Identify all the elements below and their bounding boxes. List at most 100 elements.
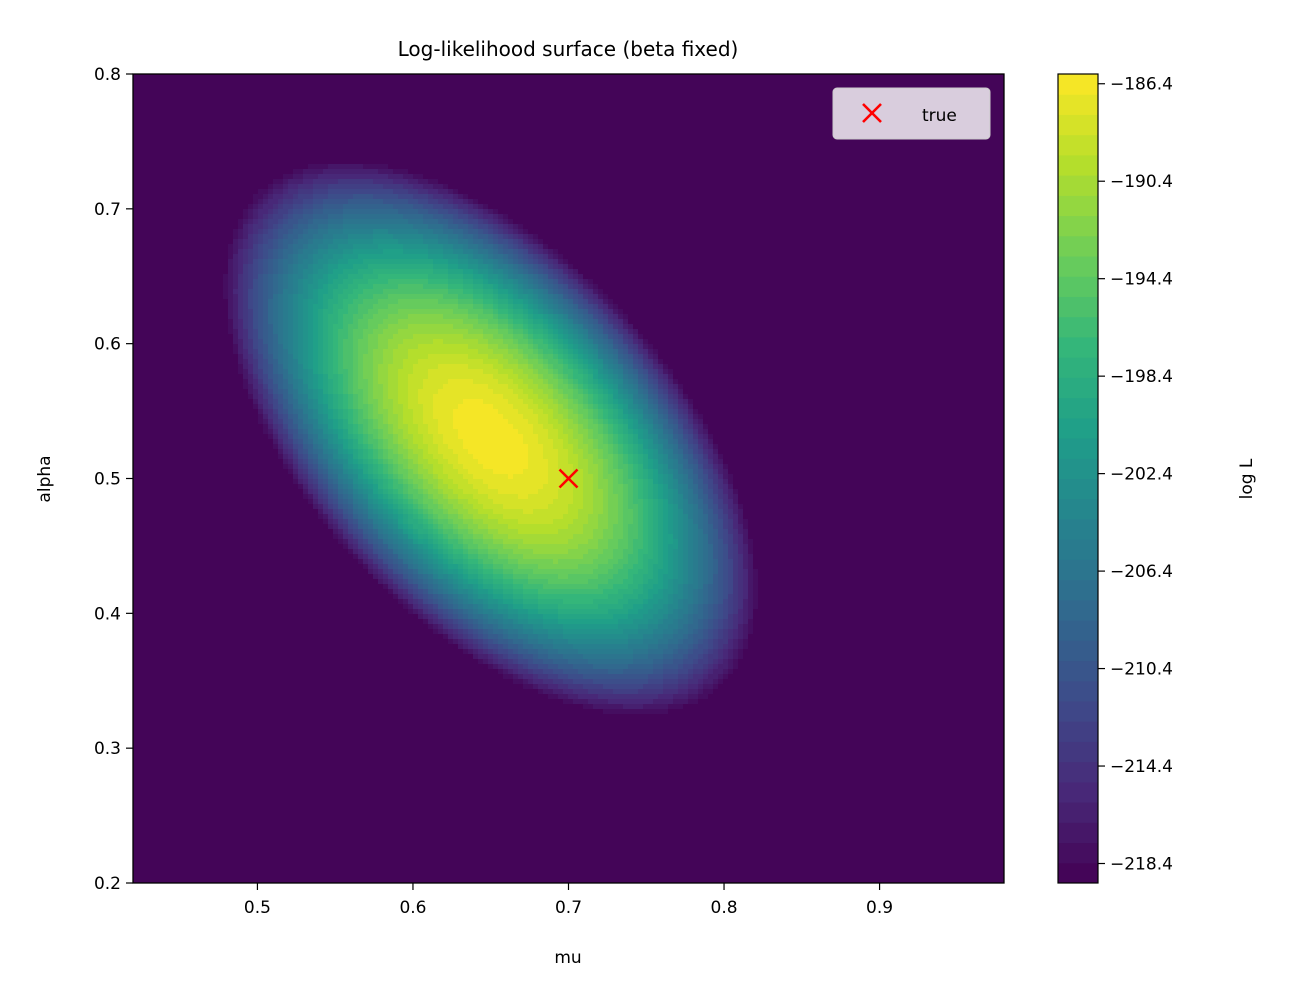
contour-cell: [463, 89, 469, 95]
contour-cell: [318, 94, 324, 100]
contour-cell: [213, 174, 219, 180]
contour-cell: [663, 184, 669, 190]
contour-cell: [263, 129, 269, 135]
contour-cell: [163, 184, 169, 190]
contour-cell: [523, 189, 529, 195]
contour-cell: [188, 99, 194, 105]
contour-cell: [508, 149, 514, 155]
contour-cell: [188, 114, 194, 120]
contour-cell: [288, 159, 294, 165]
contour-cell: [443, 79, 449, 85]
contour-cell: [528, 174, 534, 180]
contour-cell: [893, 189, 899, 195]
contour-cell: [808, 169, 814, 175]
contour-cell: [348, 164, 354, 170]
contour-cell: [658, 174, 664, 180]
contour-cell: [498, 99, 504, 105]
contour-cell: [618, 129, 624, 135]
contour-cell: [338, 209, 344, 215]
contour-cell: [158, 114, 164, 120]
contour-cell: [778, 144, 784, 150]
contour-cell: [728, 139, 734, 145]
contour-cell: [238, 174, 244, 180]
contour-cell: [233, 139, 239, 145]
contour-cell: [713, 184, 719, 190]
contour-cell: [723, 134, 729, 140]
contour-cell: [243, 104, 249, 110]
contour-cell: [173, 104, 179, 110]
contour-cell: [578, 184, 584, 190]
contour-cell: [198, 89, 204, 95]
contour-cell: [318, 164, 324, 170]
contour-cell: [218, 104, 224, 110]
contour-cell: [208, 154, 214, 160]
contour-cell: [533, 194, 539, 200]
contour-cell: [413, 124, 419, 130]
contour-cell: [793, 174, 799, 180]
contour-cell: [143, 164, 149, 170]
contour-cell: [708, 204, 714, 210]
contour-cell: [703, 104, 709, 110]
contour-cell: [643, 144, 649, 150]
contour-cell: [378, 204, 384, 210]
contour-cell: [233, 194, 239, 200]
contour-cell: [668, 99, 674, 105]
contour-cell: [153, 74, 159, 80]
contour-cell: [403, 169, 409, 175]
contour-cell: [918, 79, 924, 85]
contour-cell: [678, 144, 684, 150]
contour-cell: [538, 134, 544, 140]
contour-cell: [838, 79, 844, 85]
contour-cell: [398, 199, 404, 205]
contour-cell: [313, 204, 319, 210]
contour-cell: [248, 184, 254, 190]
contour-cell: [473, 154, 479, 160]
contour-cell: [353, 149, 359, 155]
contour-cell: [958, 204, 964, 210]
contour-cell: [588, 214, 594, 220]
contour-cell: [838, 164, 844, 170]
contour-cell: [923, 149, 929, 155]
contour-cell: [308, 159, 314, 165]
contour-cell: [488, 214, 494, 220]
contour-cell: [163, 174, 169, 180]
contour-cell: [168, 149, 174, 155]
contour-cell: [678, 154, 684, 160]
contour-cell: [418, 79, 424, 85]
contour-cell: [383, 214, 389, 220]
contour-cell: [813, 189, 819, 195]
contour-cell: [663, 84, 669, 90]
contour-cell: [703, 184, 709, 190]
contour-cell: [953, 189, 959, 195]
contour-cell: [213, 189, 219, 195]
contour-cell: [153, 114, 159, 120]
contour-cell: [253, 129, 259, 135]
contour-cell: [263, 99, 269, 105]
contour-cell: [468, 164, 474, 170]
contour-cell: [938, 164, 944, 170]
contour-cell: [758, 159, 764, 165]
contour-cell: [858, 179, 864, 185]
contour-cell: [693, 119, 699, 125]
contour-cell: [893, 159, 899, 165]
contour-cell: [573, 79, 579, 85]
contour-cell: [783, 194, 789, 200]
contour-cell: [398, 89, 404, 95]
contour-cell: [598, 94, 604, 100]
contour-cell: [638, 174, 644, 180]
contour-cell: [658, 189, 664, 195]
contour-cell: [208, 84, 214, 90]
contour-cell: [528, 214, 534, 220]
contour-cell: [513, 104, 519, 110]
contour-cell: [933, 204, 939, 210]
contour-cell: [413, 139, 419, 145]
contour-cell: [138, 159, 144, 165]
contour-cell: [553, 199, 559, 205]
contour-cell: [478, 154, 484, 160]
contour-cell: [348, 79, 354, 85]
contour-cell: [438, 144, 444, 150]
contour-cell: [293, 114, 299, 120]
contour-cell: [748, 104, 754, 110]
contour-cell: [363, 94, 369, 100]
contour-cell: [833, 199, 839, 205]
